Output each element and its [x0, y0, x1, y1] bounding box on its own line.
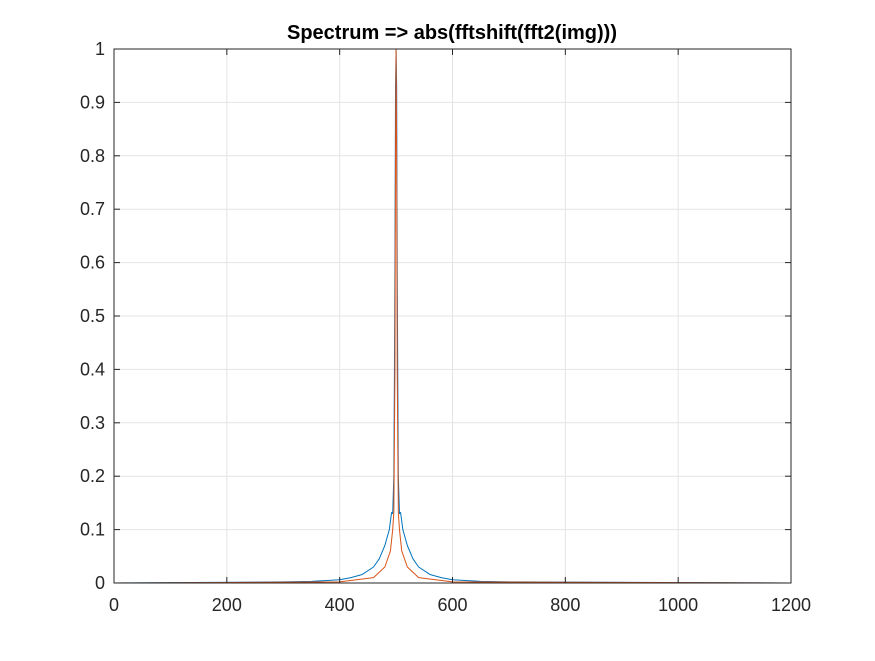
y-tick-label: 0.7 [80, 199, 105, 219]
plot-area: 0 200 400 600 800 1000 1200 0 0.1 0.2 0.3 0.4 0.5 0.6… [80, 39, 811, 615]
y-tick-label: 0.8 [80, 146, 105, 166]
y-tick-label: 0.1 [80, 520, 105, 540]
x-tick-label: 600 [437, 595, 467, 615]
x-tick-label: 200 [212, 595, 242, 615]
y-tick-label: 0.2 [80, 466, 105, 486]
x-tick-label: 800 [550, 595, 580, 615]
x-tick-label: 1200 [771, 595, 811, 615]
y-tick-label: 0.5 [80, 306, 105, 326]
y-tick-label: 0.3 [80, 413, 105, 433]
chart-title: Spectrum => abs(fftshift(fft2(img))) [287, 22, 617, 44]
x-tick-label: 400 [325, 595, 355, 615]
y-tick-label: 0 [95, 573, 105, 593]
y-tick-label: 0.6 [80, 253, 105, 273]
x-tick-label: 0 [109, 595, 119, 615]
y-tick-label: 0.9 [80, 92, 105, 112]
y-tick-label: 0.4 [80, 359, 105, 379]
y-tick-label: 1 [95, 39, 105, 59]
x-tick-label: 1000 [658, 595, 698, 615]
